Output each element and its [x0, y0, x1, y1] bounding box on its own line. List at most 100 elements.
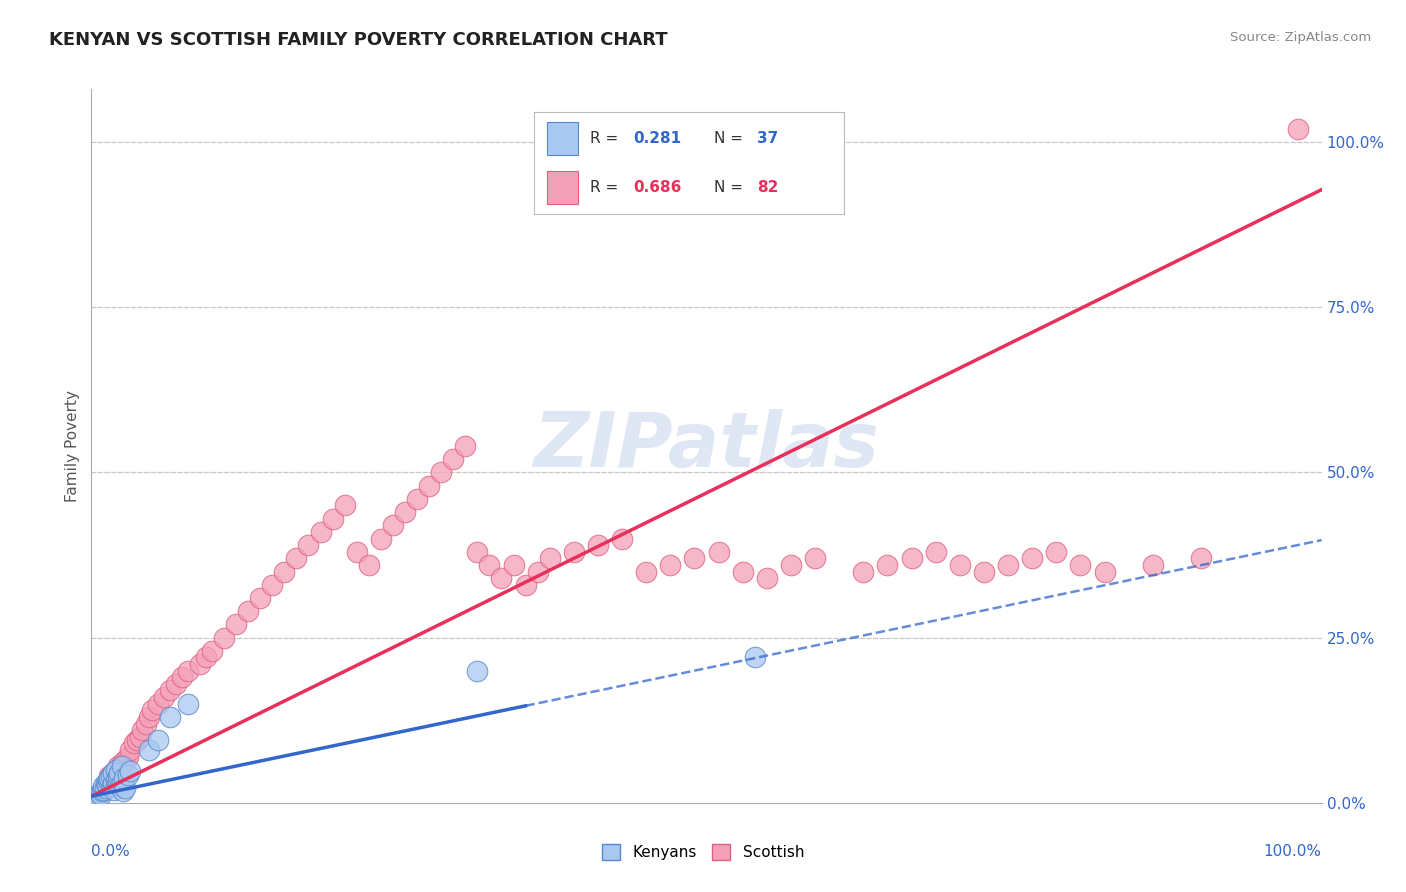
Point — [107, 769, 129, 783]
Point — [1021, 551, 1043, 566]
Point — [744, 650, 766, 665]
Point — [101, 766, 124, 780]
Text: R =: R = — [591, 180, 623, 195]
Point — [131, 723, 153, 738]
Point — [562, 545, 585, 559]
Text: 37: 37 — [756, 130, 779, 145]
Point — [93, 781, 115, 796]
Point — [107, 759, 129, 773]
Point — [146, 697, 169, 711]
Point — [101, 766, 124, 780]
Point — [852, 565, 875, 579]
Point — [876, 558, 898, 572]
Point — [478, 558, 501, 572]
Point — [110, 779, 132, 793]
Point — [128, 730, 150, 744]
Text: Source: ZipAtlas.com: Source: ZipAtlas.com — [1230, 31, 1371, 45]
Point — [273, 565, 295, 579]
Point — [357, 558, 380, 572]
Point — [93, 782, 115, 797]
Text: KENYAN VS SCOTTISH FAMILY POVERTY CORRELATION CHART: KENYAN VS SCOTTISH FAMILY POVERTY CORREL… — [49, 31, 668, 49]
Y-axis label: Family Poverty: Family Poverty — [65, 390, 80, 502]
Point — [86, 789, 108, 804]
Text: 0.281: 0.281 — [633, 130, 682, 145]
Point — [755, 571, 778, 585]
Point — [1094, 565, 1116, 579]
Point — [98, 771, 121, 785]
Point — [924, 545, 946, 559]
Text: 0.686: 0.686 — [633, 180, 682, 195]
Point — [502, 558, 524, 572]
Point — [780, 558, 803, 572]
Text: 0.0%: 0.0% — [91, 845, 131, 859]
Point — [94, 779, 117, 793]
Point — [93, 779, 115, 793]
Point — [418, 478, 440, 492]
Point — [285, 551, 308, 566]
Point — [98, 774, 121, 789]
Point — [1069, 558, 1091, 572]
Point — [491, 571, 513, 585]
Point — [159, 710, 181, 724]
Point — [112, 771, 135, 785]
Point — [406, 491, 429, 506]
Point — [949, 558, 972, 572]
Point — [104, 763, 127, 777]
Point — [804, 551, 827, 566]
Point — [973, 565, 995, 579]
Point — [110, 756, 132, 771]
Point — [138, 743, 160, 757]
Point — [194, 650, 217, 665]
Point — [467, 545, 489, 559]
Point — [135, 716, 157, 731]
Point — [225, 617, 247, 632]
Point — [1045, 545, 1067, 559]
Point — [1286, 121, 1309, 136]
Point — [394, 505, 416, 519]
Point — [381, 518, 404, 533]
Point — [117, 768, 139, 782]
Point — [118, 743, 141, 757]
Point — [262, 578, 284, 592]
Point — [118, 764, 141, 778]
Point — [683, 551, 706, 566]
Point — [146, 733, 169, 747]
Point — [127, 733, 149, 747]
Point — [98, 772, 121, 787]
Point — [333, 499, 356, 513]
Point — [114, 753, 136, 767]
Point — [1189, 551, 1212, 566]
Point — [212, 631, 235, 645]
Point — [159, 683, 181, 698]
Point — [117, 749, 139, 764]
Point — [122, 736, 145, 750]
FancyBboxPatch shape — [547, 122, 578, 154]
Point — [454, 439, 477, 453]
Point — [997, 558, 1019, 572]
Point — [177, 697, 200, 711]
Point — [89, 786, 111, 800]
Point — [610, 532, 633, 546]
Point — [96, 777, 118, 791]
Point — [101, 779, 124, 793]
Point — [731, 565, 754, 579]
Point — [108, 766, 131, 780]
Point — [165, 677, 187, 691]
Text: R =: R = — [591, 130, 623, 145]
Point — [309, 524, 332, 539]
Point — [105, 777, 128, 791]
Point — [101, 776, 124, 790]
Point — [103, 782, 125, 797]
Point — [238, 604, 260, 618]
Point — [659, 558, 682, 572]
Point — [370, 532, 392, 546]
Point — [90, 786, 112, 800]
Point — [297, 538, 319, 552]
Point — [93, 782, 115, 797]
Point — [636, 565, 658, 579]
Point — [91, 784, 114, 798]
Point — [586, 538, 609, 552]
Point — [107, 774, 129, 789]
Point — [201, 644, 224, 658]
Point — [152, 690, 174, 704]
